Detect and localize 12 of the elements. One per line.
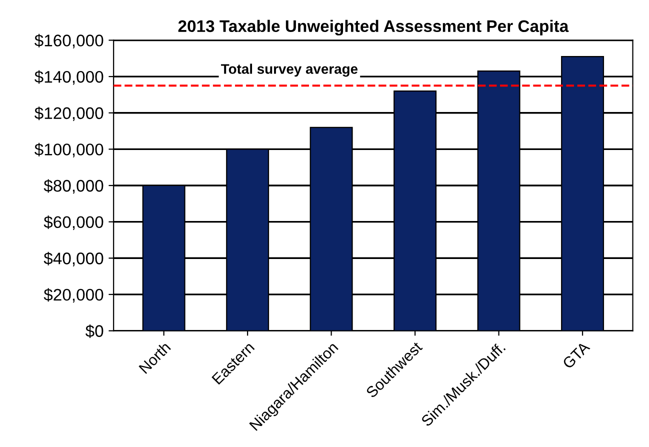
ref-line-label: Total survey average	[221, 64, 358, 77]
y-tick-label: $160,000	[34, 34, 104, 48]
y-tick-label: $100,000	[34, 142, 104, 158]
y-tick-label: $40,000	[44, 252, 104, 266]
chart-title: 2013 Taxable Unweighted Assessment Per Capita	[178, 20, 569, 36]
y-tick-label: $0	[85, 324, 104, 338]
x-tick-label: GTA	[562, 340, 590, 370]
y-tick-label: $140,000	[34, 70, 104, 85]
y-tick-label: $60,000	[44, 216, 104, 230]
y-tick-label: $20,000	[44, 288, 104, 303]
y-tick-label: $120,000	[34, 106, 104, 122]
y-tick-label: $80,000	[44, 179, 104, 194]
